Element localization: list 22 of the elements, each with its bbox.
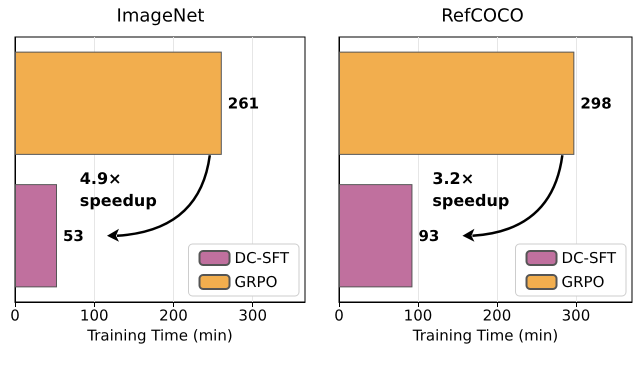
x-tick-label: 300	[562, 306, 590, 324]
data-label: 93	[418, 226, 440, 245]
x-tick-label: 100	[404, 306, 432, 324]
x-axis-title: Training Time (min)	[412, 326, 558, 344]
chart-title: ImageNet	[116, 6, 204, 26]
annotation: 4.9× speedup	[80, 168, 157, 210]
x-tick-label: 200	[482, 306, 512, 324]
x-axis-title: Training Time (min)	[86, 326, 233, 344]
legend-label: GRPO	[234, 273, 278, 291]
x-tick-label: 0	[334, 306, 344, 324]
annotation: 3.2× speedup	[432, 168, 510, 210]
x-tick-label: 300	[238, 306, 268, 324]
x-tick-label: 0	[10, 306, 20, 324]
legend-label: DC-SFT	[234, 249, 290, 267]
x-tick-label: 200	[159, 306, 188, 324]
x-tick-label: 100	[80, 306, 109, 324]
data-label: 261	[228, 94, 260, 112]
data-label: 298	[580, 94, 612, 112]
data-label: 53	[62, 226, 84, 245]
legend-label: GRPO	[562, 273, 604, 291]
chart-title: RefCOCO	[441, 6, 524, 26]
legend-label: DC-SFT	[562, 249, 617, 267]
